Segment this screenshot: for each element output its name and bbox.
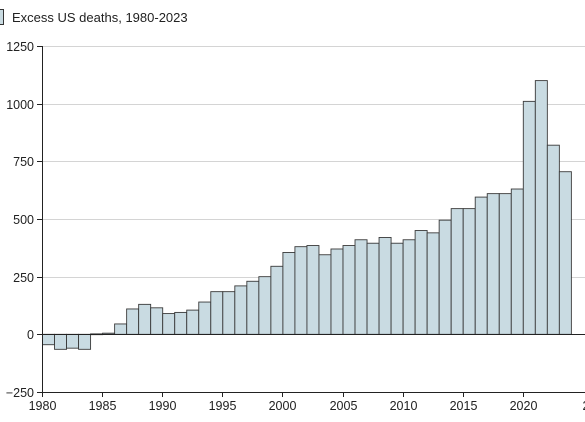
bar-2009	[390, 242, 404, 335]
legend-label: Excess US deaths, 1980-2023	[12, 9, 188, 25]
bar-1995	[222, 291, 236, 335]
x-tick-label-1980: 1980	[29, 399, 57, 413]
x-tick-label-2010: 2010	[390, 399, 418, 413]
bar-2003	[318, 254, 332, 335]
bar-2023	[558, 171, 572, 335]
bar-1986	[114, 323, 128, 335]
bar-1992	[186, 309, 200, 335]
bar-2022	[546, 144, 560, 335]
bar-2019	[510, 188, 524, 335]
y-tick-label-250: 250	[13, 271, 34, 285]
y-tick-label--250: −250	[6, 386, 34, 400]
bar-2000	[282, 251, 296, 335]
bar-2011	[414, 230, 428, 335]
y-tick-label-750: 750	[13, 155, 34, 169]
bar-2021	[534, 80, 548, 335]
bar-1991	[174, 311, 188, 335]
bar-1990	[162, 313, 176, 335]
bar-2018	[498, 193, 512, 335]
bar-2012	[426, 232, 440, 335]
bar-2013	[438, 219, 452, 335]
bar-2017	[486, 193, 500, 335]
y-tick-label-500: 500	[13, 213, 34, 227]
bar-1981	[54, 333, 67, 350]
x-tick-label-2020: 2020	[510, 399, 538, 413]
bar-2010	[402, 239, 416, 335]
bar-1989	[150, 307, 164, 335]
bar-2004	[330, 248, 344, 335]
y-tick-label-1000: 1000	[6, 98, 34, 112]
x-tick-label-1990: 1990	[149, 399, 177, 413]
x-tick-label-1995: 1995	[209, 399, 237, 413]
bar-1988	[138, 303, 152, 335]
bar-2020	[522, 100, 536, 335]
x-tick-label-1985: 1985	[89, 399, 117, 413]
bar-2001	[294, 246, 308, 335]
bar-1982	[66, 333, 80, 349]
bar-1983	[78, 333, 92, 350]
bar-1994	[210, 291, 224, 335]
x-tick-label-2015: 2015	[450, 399, 478, 413]
y-tick-label-1250: 1250	[6, 40, 34, 54]
x-tick-label-2005: 2005	[330, 399, 358, 413]
bar-2005	[342, 245, 356, 335]
bar-2006	[354, 239, 368, 335]
x-tick-label-partial-0: 20	[583, 399, 585, 413]
bar-1980	[42, 333, 55, 346]
legend-swatch	[0, 9, 4, 25]
bar-2015	[462, 208, 476, 335]
legend: Excess US deaths, 1980-2023	[0, 8, 188, 26]
bar-1987	[126, 308, 140, 335]
bar-2016	[474, 196, 488, 335]
bar-1997	[246, 280, 260, 335]
bar-2014	[450, 208, 464, 335]
bar-2007	[366, 242, 380, 335]
bar-2002	[306, 245, 320, 335]
bar-1999	[270, 265, 284, 335]
y-tick-label-0: 0	[27, 328, 34, 342]
bar-2008	[378, 236, 392, 335]
bar-1993	[198, 301, 212, 335]
bar-1996	[234, 285, 248, 335]
x-tick-label-2000: 2000	[269, 399, 297, 413]
bar-1998	[258, 276, 272, 335]
